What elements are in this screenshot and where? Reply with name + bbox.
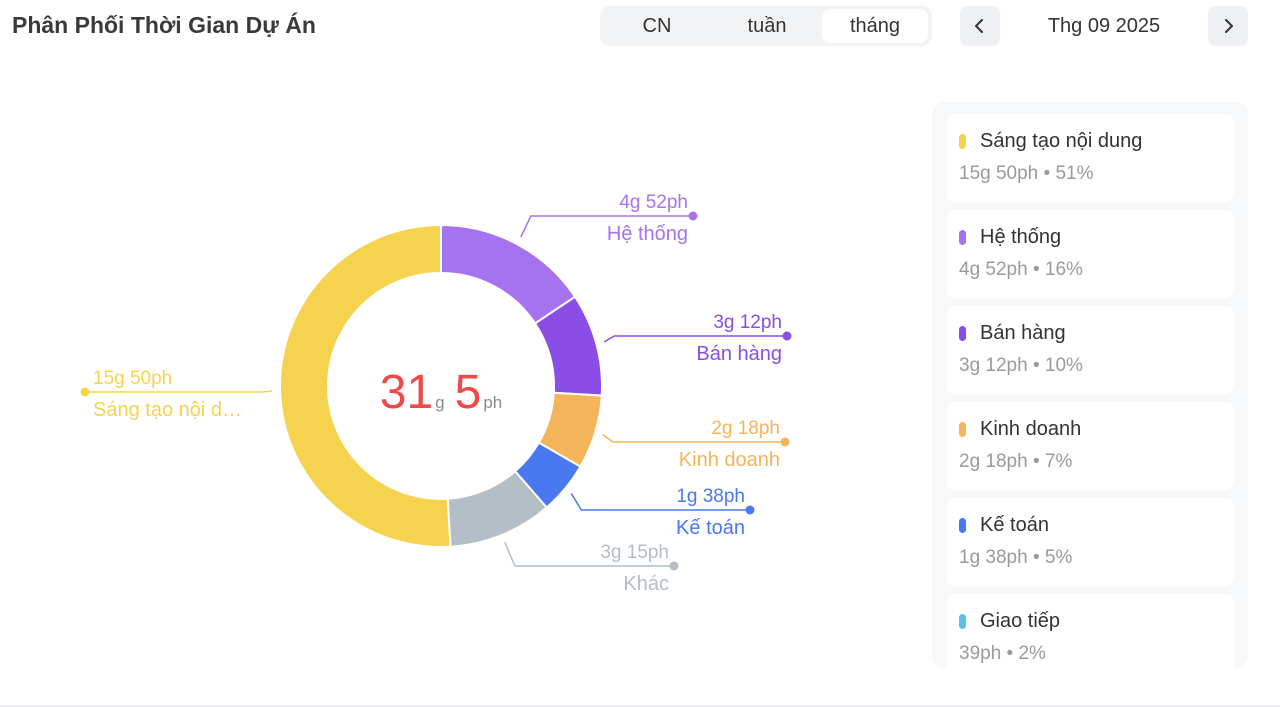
legend-item-stats: 1g 38ph • 5% <box>959 547 1073 568</box>
legend-item-stats: 3g 12ph • 10% <box>959 355 1083 376</box>
bottom-divider <box>0 705 1280 707</box>
legend-item[interactable]: Bán hàng 3g 12ph • 10% <box>946 306 1234 394</box>
prev-period-button[interactable] <box>960 6 1000 46</box>
slice-value-label: 1g 38ph <box>676 486 745 507</box>
legend-item-stats: 2g 18ph • 7% <box>959 451 1073 472</box>
legend-item[interactable]: Giao tiếp 39ph • 2% <box>946 594 1234 668</box>
callout-line <box>603 335 787 343</box>
slice-name-label: Kế toán <box>676 517 745 539</box>
center-hours-unit: g <box>435 393 444 412</box>
slice-value-label: 3g 15ph <box>600 542 669 563</box>
legend-panel: Sáng tạo nội dung 15g 50ph • 51% Hệ thốn… <box>932 102 1248 668</box>
legend-color-swatch <box>959 613 966 629</box>
next-period-button[interactable] <box>1208 6 1248 46</box>
legend-item-name: Bán hàng <box>980 321 1066 344</box>
legend-color-swatch <box>959 421 966 437</box>
donut-slice[interactable] <box>278 223 452 548</box>
callout-dot <box>688 211 698 221</box>
callout-dot <box>782 331 792 341</box>
donut-slice[interactable] <box>440 223 577 325</box>
center-total: 31 g 5 ph <box>380 366 502 419</box>
legend-item[interactable]: Kế toán 1g 38ph • 5% <box>946 498 1234 586</box>
legend-item-name: Sáng tạo nội dung <box>980 129 1143 152</box>
callout-dot <box>780 437 790 447</box>
callout-dot <box>669 561 679 571</box>
legend-item[interactable]: Kinh doanh 2g 18ph • 7% <box>946 402 1234 490</box>
slice-name-label: Kinh doanh <box>679 449 780 471</box>
slice-name-label: Sáng tạo nội d… <box>93 399 242 421</box>
slice-value-label: 2g 18ph <box>711 418 780 439</box>
legend-item[interactable]: Sáng tạo nội dung 15g 50ph • 51% <box>946 114 1234 202</box>
center-minutes: 5 <box>455 366 482 419</box>
legend-item-name: Kinh doanh <box>980 417 1082 440</box>
callout-dot <box>80 387 90 397</box>
callout-line <box>520 215 693 238</box>
callout-line <box>85 390 273 393</box>
slice-value-label: 3g 12ph <box>713 312 782 333</box>
tab-month[interactable]: tháng <box>822 9 928 43</box>
slice-name-label: Khác <box>623 573 669 595</box>
center-hours: 31 <box>380 366 433 419</box>
callout-line <box>504 542 674 567</box>
legend-item-name: Hệ thống <box>980 225 1062 248</box>
period-segmented-control: CN tuần tháng <box>600 6 932 46</box>
donut-slices <box>278 223 603 548</box>
legend-item[interactable]: Hệ thống 4g 52ph • 16% <box>946 210 1234 298</box>
slice-name-label: Bán hàng <box>696 343 782 365</box>
donut-chart: 4g 52ph Hệ thống 3g 12ph Bán hàng 2g 18ph Kin… <box>80 192 792 595</box>
legend-color-swatch <box>959 325 966 341</box>
legend-color-swatch <box>959 133 966 149</box>
legend-item-name: Kế toán <box>980 513 1049 536</box>
chevron-right-icon <box>1225 19 1233 33</box>
tab-week[interactable]: tuần <box>747 14 787 37</box>
slice-value-label: 15g 50ph <box>93 368 172 389</box>
slice-value-label: 4g 52ph <box>619 192 688 213</box>
callout-dot <box>745 505 755 515</box>
legend-item-stats: 39ph • 2% <box>959 643 1046 664</box>
legend-color-swatch <box>959 229 966 245</box>
callout-line <box>570 493 750 511</box>
callout-line <box>602 434 785 443</box>
legend-item-name: Giao tiếp <box>980 609 1061 632</box>
legend-item-stats: 4g 52ph • 16% <box>959 259 1083 280</box>
chevron-left-icon <box>975 19 983 33</box>
current-period: Thg 09 2025 <box>1047 14 1161 37</box>
legend-item-stats: 15g 50ph • 51% <box>959 163 1094 184</box>
tab-day[interactable]: CN <box>642 14 672 37</box>
center-minutes-unit: ph <box>483 393 502 412</box>
page-title: Phân Phối Thời Gian Dự Án <box>12 12 316 38</box>
slice-name-label: Hệ thống <box>607 223 688 245</box>
donut-callouts: 4g 52ph Hệ thống 3g 12ph Bán hàng 2g 18ph Kin… <box>80 192 792 595</box>
legend-color-swatch <box>959 517 966 533</box>
